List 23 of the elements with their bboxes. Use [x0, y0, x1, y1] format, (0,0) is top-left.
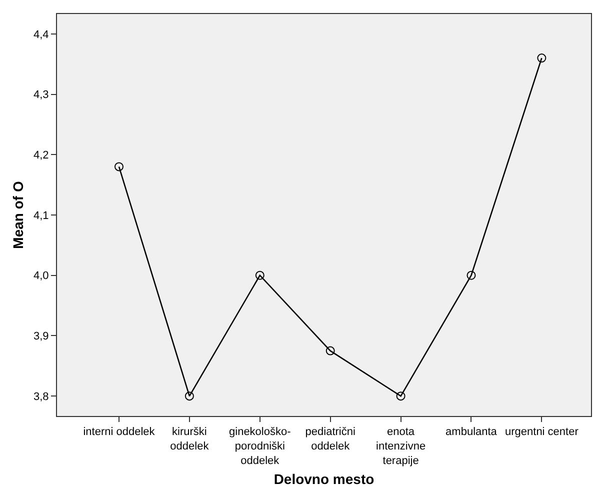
x-tick-label: ambulanta	[446, 426, 498, 438]
y-tick-label: 3,9	[34, 330, 49, 343]
y-tick-label: 4,0	[34, 270, 49, 282]
x-tick-label: ginekološko- porodniški oddelek	[229, 426, 292, 467]
x-tick-label: interni oddelek	[83, 426, 156, 438]
point	[255, 270, 264, 280]
x-tick-label: pediatrični oddelek	[305, 426, 356, 452]
point	[466, 270, 476, 280]
point	[184, 392, 194, 401]
y-tick-label: 4,3	[34, 89, 49, 102]
y-tick-label: 4,4	[34, 28, 49, 41]
y-tick-label: 4,2	[34, 149, 49, 162]
point	[326, 346, 335, 356]
point	[114, 162, 124, 172]
y-tick-label: 3,8	[34, 390, 49, 403]
point	[537, 54, 546, 63]
x-axis-title: Delovno mesto	[274, 471, 374, 487]
point	[396, 392, 406, 401]
y-axis-title: Mean of O	[10, 181, 26, 249]
x-tick-label: enota intenzivne terapije	[376, 426, 426, 467]
x-tick-label: urgentni center	[504, 426, 579, 438]
y-tick-label: 4,1	[34, 210, 49, 222]
x-tick-label: kirurški oddelek	[170, 426, 210, 452]
